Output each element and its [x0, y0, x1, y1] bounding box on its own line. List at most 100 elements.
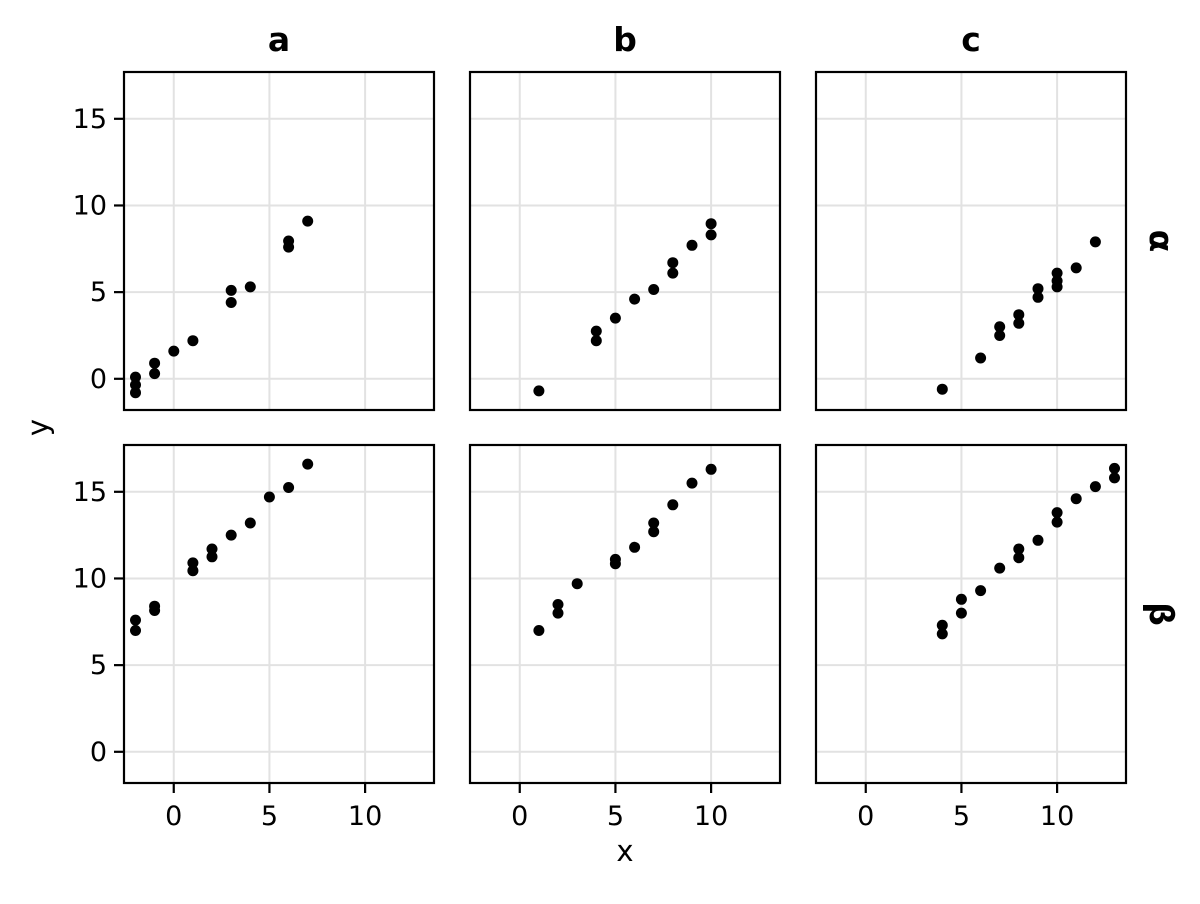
x-tick-label: 5	[607, 801, 624, 832]
y-tick-label: 10	[73, 190, 107, 221]
facet-row-label: β	[1142, 602, 1181, 626]
data-point	[1051, 267, 1063, 279]
data-point	[1032, 283, 1044, 295]
y-tick-label: 0	[90, 737, 107, 768]
data-point	[302, 215, 314, 227]
x-tick-label: 10	[694, 801, 728, 832]
data-point	[705, 463, 717, 475]
data-point	[1032, 534, 1044, 546]
data-point	[187, 335, 199, 347]
data-point	[955, 607, 967, 619]
data-point	[609, 558, 621, 570]
data-point	[1032, 291, 1044, 303]
data-point	[130, 379, 141, 391]
data-point	[936, 628, 948, 640]
data-point	[975, 585, 987, 597]
data-point	[244, 281, 256, 293]
data-point	[1089, 236, 1101, 248]
y-tick-label: 15	[73, 477, 107, 508]
data-point	[648, 284, 660, 295]
y-axis-label: y	[21, 419, 55, 436]
data-point	[225, 529, 237, 541]
data-point	[533, 625, 545, 636]
x-tick-label: 5	[261, 801, 278, 832]
data-point	[302, 458, 314, 470]
data-point	[263, 491, 275, 503]
facet-col-title: a	[268, 20, 290, 59]
data-point	[571, 578, 583, 590]
data-point	[244, 517, 256, 529]
x-tick-label: 0	[165, 801, 182, 832]
data-point	[149, 605, 161, 616]
data-point	[1013, 317, 1025, 329]
data-point	[1070, 493, 1082, 505]
data-point	[187, 565, 199, 577]
data-point	[283, 482, 295, 493]
data-point	[705, 229, 717, 241]
data-point	[1013, 309, 1025, 321]
data-point	[225, 297, 237, 308]
data-point	[1051, 281, 1063, 293]
data-point	[283, 241, 295, 253]
data-point	[1051, 507, 1063, 519]
data-point	[609, 312, 621, 324]
data-point	[552, 599, 564, 610]
data-point	[648, 517, 660, 529]
data-point	[975, 352, 987, 364]
data-point	[994, 321, 1006, 333]
panel-border	[468, 70, 782, 412]
data-point	[1013, 552, 1025, 564]
data-point	[667, 267, 679, 279]
panel-c-beta: 0 5 10 β	[814, 443, 1181, 832]
data-point	[590, 335, 602, 347]
data-point	[667, 257, 679, 269]
facet-col-title: b	[613, 20, 637, 59]
data-point	[686, 477, 698, 489]
y-tick-label: 10	[73, 563, 107, 594]
panel-a-beta: 0 5 10 15 0 5 10	[73, 443, 436, 832]
data-point	[1089, 481, 1101, 493]
x-tick-label: 5	[953, 801, 970, 832]
data-point	[686, 239, 698, 251]
data-point	[629, 541, 641, 553]
y-tick-label: 0	[90, 364, 107, 395]
x-tick-label: 0	[511, 801, 528, 832]
panel-b-beta: 0 5 10	[468, 443, 782, 832]
y-tick-label: 15	[73, 104, 107, 135]
x-tick-label: 10	[348, 801, 382, 832]
data-point	[629, 293, 641, 305]
data-point	[130, 614, 141, 626]
x-tick-label: 10	[1040, 801, 1074, 832]
panel-border	[814, 443, 1128, 785]
data-point	[206, 551, 218, 563]
data-point	[705, 218, 717, 230]
facet-col-title: c	[961, 20, 981, 59]
data-point	[168, 345, 180, 357]
panel-b-alpha: b	[468, 20, 782, 412]
data-point	[1070, 262, 1082, 274]
y-tick-label: 5	[90, 277, 107, 308]
data-point	[552, 607, 564, 619]
panel-a-alpha: 0 5 10 15 a	[73, 20, 436, 412]
data-point	[590, 325, 602, 337]
data-point	[1051, 516, 1063, 528]
data-point	[1109, 472, 1120, 484]
data-point	[648, 526, 660, 538]
data-point	[667, 499, 679, 511]
data-point	[149, 357, 161, 369]
data-point	[955, 593, 967, 605]
data-point	[994, 330, 1006, 341]
panel-c-alpha: cα	[814, 20, 1181, 412]
data-point	[149, 368, 161, 380]
data-point	[187, 557, 199, 569]
y-tick-label: 5	[90, 650, 107, 681]
data-point	[130, 625, 141, 636]
data-point	[936, 383, 948, 395]
data-point	[936, 619, 948, 631]
data-point	[1013, 543, 1025, 555]
panel-border	[122, 70, 436, 412]
panel-border	[468, 443, 782, 785]
